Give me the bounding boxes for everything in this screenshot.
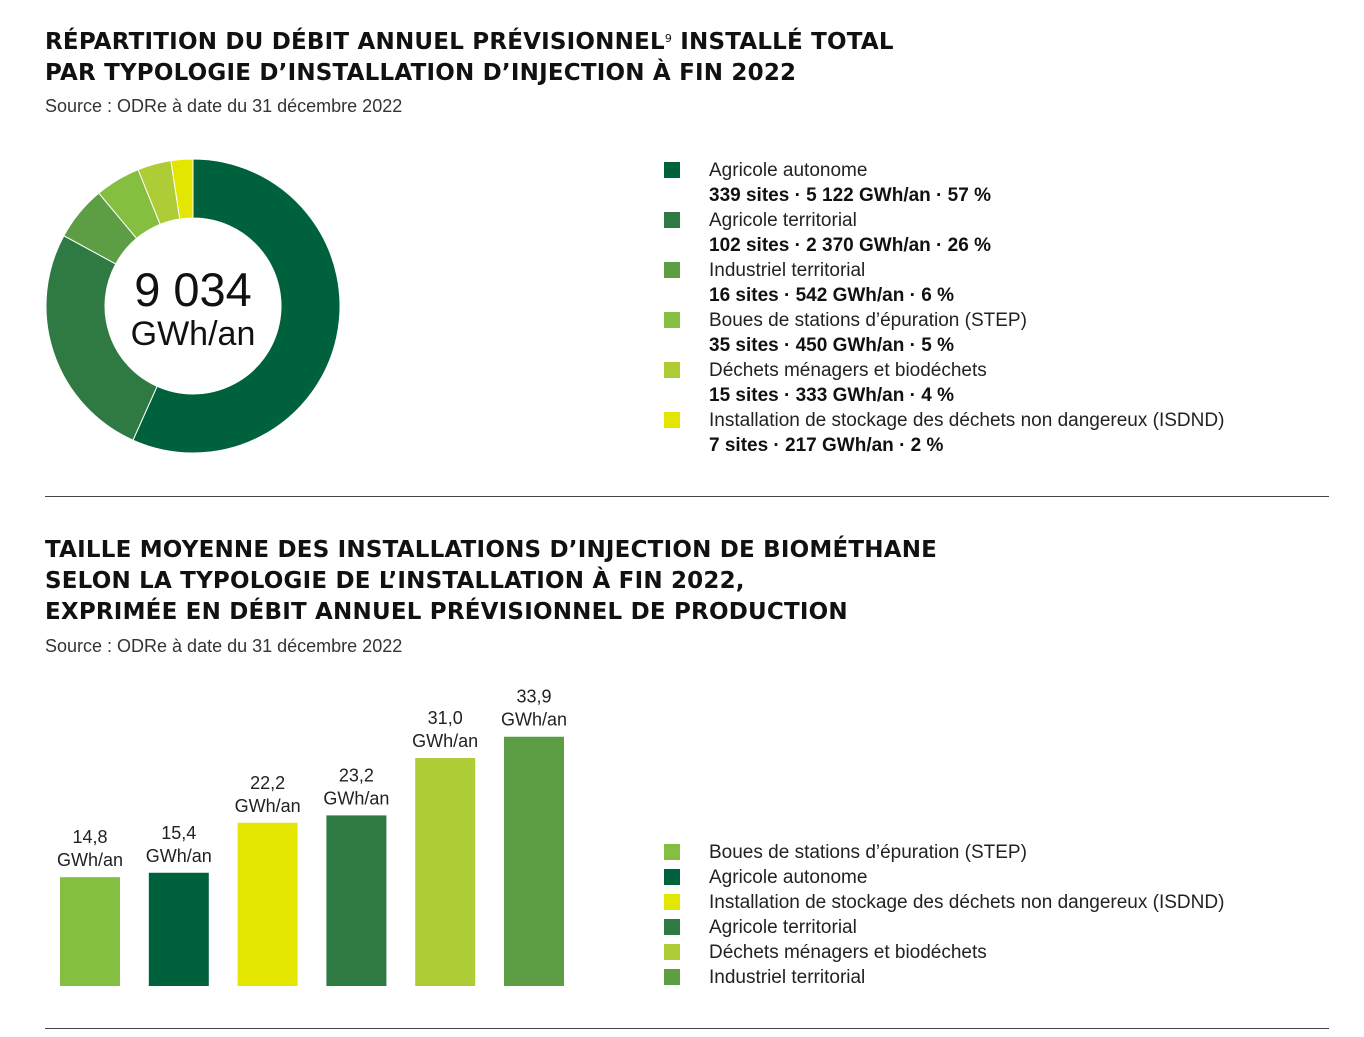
donut-legend-stat: 7 sites · 217 GWh/an · 2 % [709,435,944,456]
bar-legend-swatch [664,894,680,910]
bar [237,822,298,986]
bar-legend-swatch [664,919,680,935]
bar-value-label: 14,8 [72,827,107,847]
bar-legend-item: Déchets ménagers et biodéchets [664,940,1224,965]
bar-unit-label: GWh/an [146,846,212,866]
bar-legend-label: Agricole territorial [709,917,857,938]
bar-legend-label: Installation de stockage des déchets non… [709,892,1225,913]
bar-value-label: 31,0 [428,708,463,728]
donut-legend-stat: 339 sites · 5 122 GWh/an · 57 % [709,185,991,206]
bar-legend-swatch [664,869,680,885]
donut-legend-swatch [664,412,680,428]
bar [415,758,476,986]
bar-unit-label: GWh/an [235,796,301,816]
bar-legend-label: Agricole autonome [709,867,868,888]
donut-legend-label: Agricole territorial [709,210,857,231]
donut-legend-swatch [664,262,680,278]
donut-title-line-1: RÉPARTITION DU DÉBIT ANNUEL PRÉVISIONNEL… [45,29,894,55]
bar-legend-item: Installation de stockage des déchets non… [664,890,1224,915]
bar-title-line-1: TAILLE MOYENNE DES INSTALLATIONS D’INJEC… [45,537,938,563]
donut-legend-item: Installation de stockage des déchets non… [664,408,1224,458]
donut-legend-label: Agricole autonome [709,160,868,181]
bar-unit-label: GWh/an [501,710,567,730]
bar-marks: 14,8 GWh/an 15,4 GWh/an 22,2 GWh/an 23,2 GWh/an… [57,687,567,986]
bar-legend-label: Boues de stations d’épuration (STEP) [709,842,1027,863]
donut-legend-stat: 15 sites · 333 GWh/an · 4 % [709,385,954,406]
donut-legend-stat: 35 sites · 450 GWh/an · 5 % [709,335,954,356]
bar-legend-label: Déchets ménagers et biodéchets [709,942,987,963]
bottom-divider [45,1028,1329,1029]
bar-title-line-2: SELON LA TYPOLOGIE DE L’INSTALLATION À F… [45,568,745,594]
donut-legend-item: Boues de stations d’épuration (STEP) 35 s… [664,308,1224,358]
donut-legend-item: Agricole autonome 339 sites · 5 122 GWh/a… [664,158,1224,208]
donut-slice [132,158,341,454]
donut-chart: 9 034 GWh/an [45,158,341,454]
donut-source: Source : ODRe à date du 31 décembre 2022 [45,96,403,116]
donut-legend-item: Agricole territorial 102 sites · 2 370 GW… [664,208,1224,258]
bar-value-label: 23,2 [339,765,374,785]
donut-legend-item: Déchets ménagers et biodéchets 15 sites ·… [664,358,1224,408]
donut-legend-stat: 102 sites · 2 370 GWh/an · 26 % [709,235,991,256]
bar [60,877,120,986]
donut-center-unit: GWh/an [131,315,256,353]
donut-legend-label: Déchets ménagers et biodéchets [709,360,987,381]
donut-legend-label: Installation de stockage des déchets non… [709,410,1225,431]
donut-chart-title: RÉPARTITION DU DÉBIT ANNUEL PRÉVISIONNEL… [45,27,894,89]
bar-legend-swatch [664,944,680,960]
bar [326,815,387,986]
donut-slice [45,235,158,441]
footnote-marker: 9 [664,32,673,45]
bar-chart: 14,8 GWh/an 15,4 GWh/an 22,2 GWh/an 23,2 GWh/an… [57,687,567,986]
bar-legend-item: Agricole autonome [664,865,1224,890]
bar-legend: Boues de stations d’épuration (STEP) Agri… [664,840,1224,990]
bar-legend-item: Agricole territorial [664,915,1224,940]
donut-legend-swatch [664,362,680,378]
bar-value-label: 22,2 [250,773,285,793]
donut-legend-label: Boues de stations d’épuration (STEP) [709,310,1027,331]
bar-value-label: 33,9 [516,687,551,707]
bar-source: Source : ODRe à date du 31 décembre 2022 [45,636,403,656]
donut-legend-item: Industriel territorial 16 sites · 542 GWh… [664,258,1224,308]
donut-center-total: 9 034 [134,263,252,316]
bar-title-line-3: EXPRIMÉE EN DÉBIT ANNUEL PRÉVISIONNEL DE… [45,599,848,625]
donut-legend-swatch [664,212,680,228]
bar-legend-swatch [664,969,680,985]
donut-legend-label: Industriel territorial [709,260,866,281]
donut-legend-stat: 16 sites · 542 GWh/an · 6 % [709,285,954,306]
donut-legend-swatch [664,162,680,178]
section-divider [45,496,1329,497]
donut-slice [170,158,194,220]
bar-legend-item: Boues de stations d’épuration (STEP) [664,840,1224,865]
donut-slices [45,158,341,454]
bar [148,872,209,986]
bar-unit-label: GWh/an [57,850,123,870]
bar-chart-title: TAILLE MOYENNE DES INSTALLATIONS D’INJEC… [45,535,937,628]
bar-unit-label: GWh/an [323,788,389,808]
bar [504,736,564,986]
donut-legend: Agricole autonome 339 sites · 5 122 GWh/a… [664,158,1224,458]
bar-legend-item: Industriel territorial [664,965,1224,990]
bar-value-label: 15,4 [161,823,196,843]
donut-title-line-2: PAR TYPOLOGIE D’INSTALLATION D’INJECTION… [45,60,797,86]
donut-legend-swatch [664,312,680,328]
bar-legend-label: Industriel territorial [709,967,866,988]
bar-legend-swatch [664,844,680,860]
bar-unit-label: GWh/an [412,731,478,751]
